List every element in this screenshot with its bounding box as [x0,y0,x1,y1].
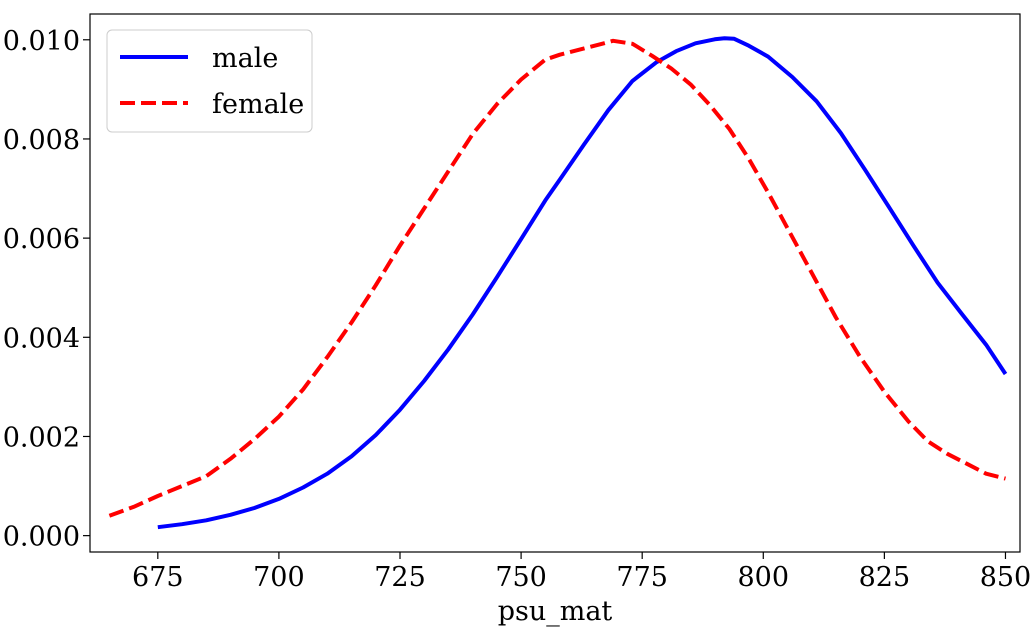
y-tick-label: 0.000 [3,522,80,553]
x-tick-label: 750 [495,562,547,593]
y-tick-label: 0.010 [3,26,80,57]
x-tick-label: 725 [374,562,426,593]
x-tick-label: 700 [253,562,305,593]
legend: male female [106,29,313,133]
series-line-female [108,38,1006,518]
y-axis: 0.000 0.002 0.004 0.006 0.008 0.010 [3,26,90,553]
x-tick-label: 775 [616,562,668,593]
y-tick-label: 0.008 [3,125,80,156]
y-tick-label: 0.006 [3,224,80,255]
legend-label-male: male [212,43,278,74]
x-tick-label: 850 [980,562,1032,593]
series-line-male [157,36,1008,530]
y-tick-label: 0.004 [3,323,80,354]
x-tick-label: 825 [859,562,911,593]
x-axis-label: psu_mat [498,596,613,627]
y-tick-label: 0.002 [3,422,80,453]
x-tick-label: 675 [132,562,184,593]
legend-label-female: female [212,89,304,120]
x-axis: 675 700 725 750 775 800 825 850 [132,552,1031,593]
x-tick-label: 800 [738,562,790,593]
series-layer [108,36,1008,530]
plot-frame [89,13,1021,553]
